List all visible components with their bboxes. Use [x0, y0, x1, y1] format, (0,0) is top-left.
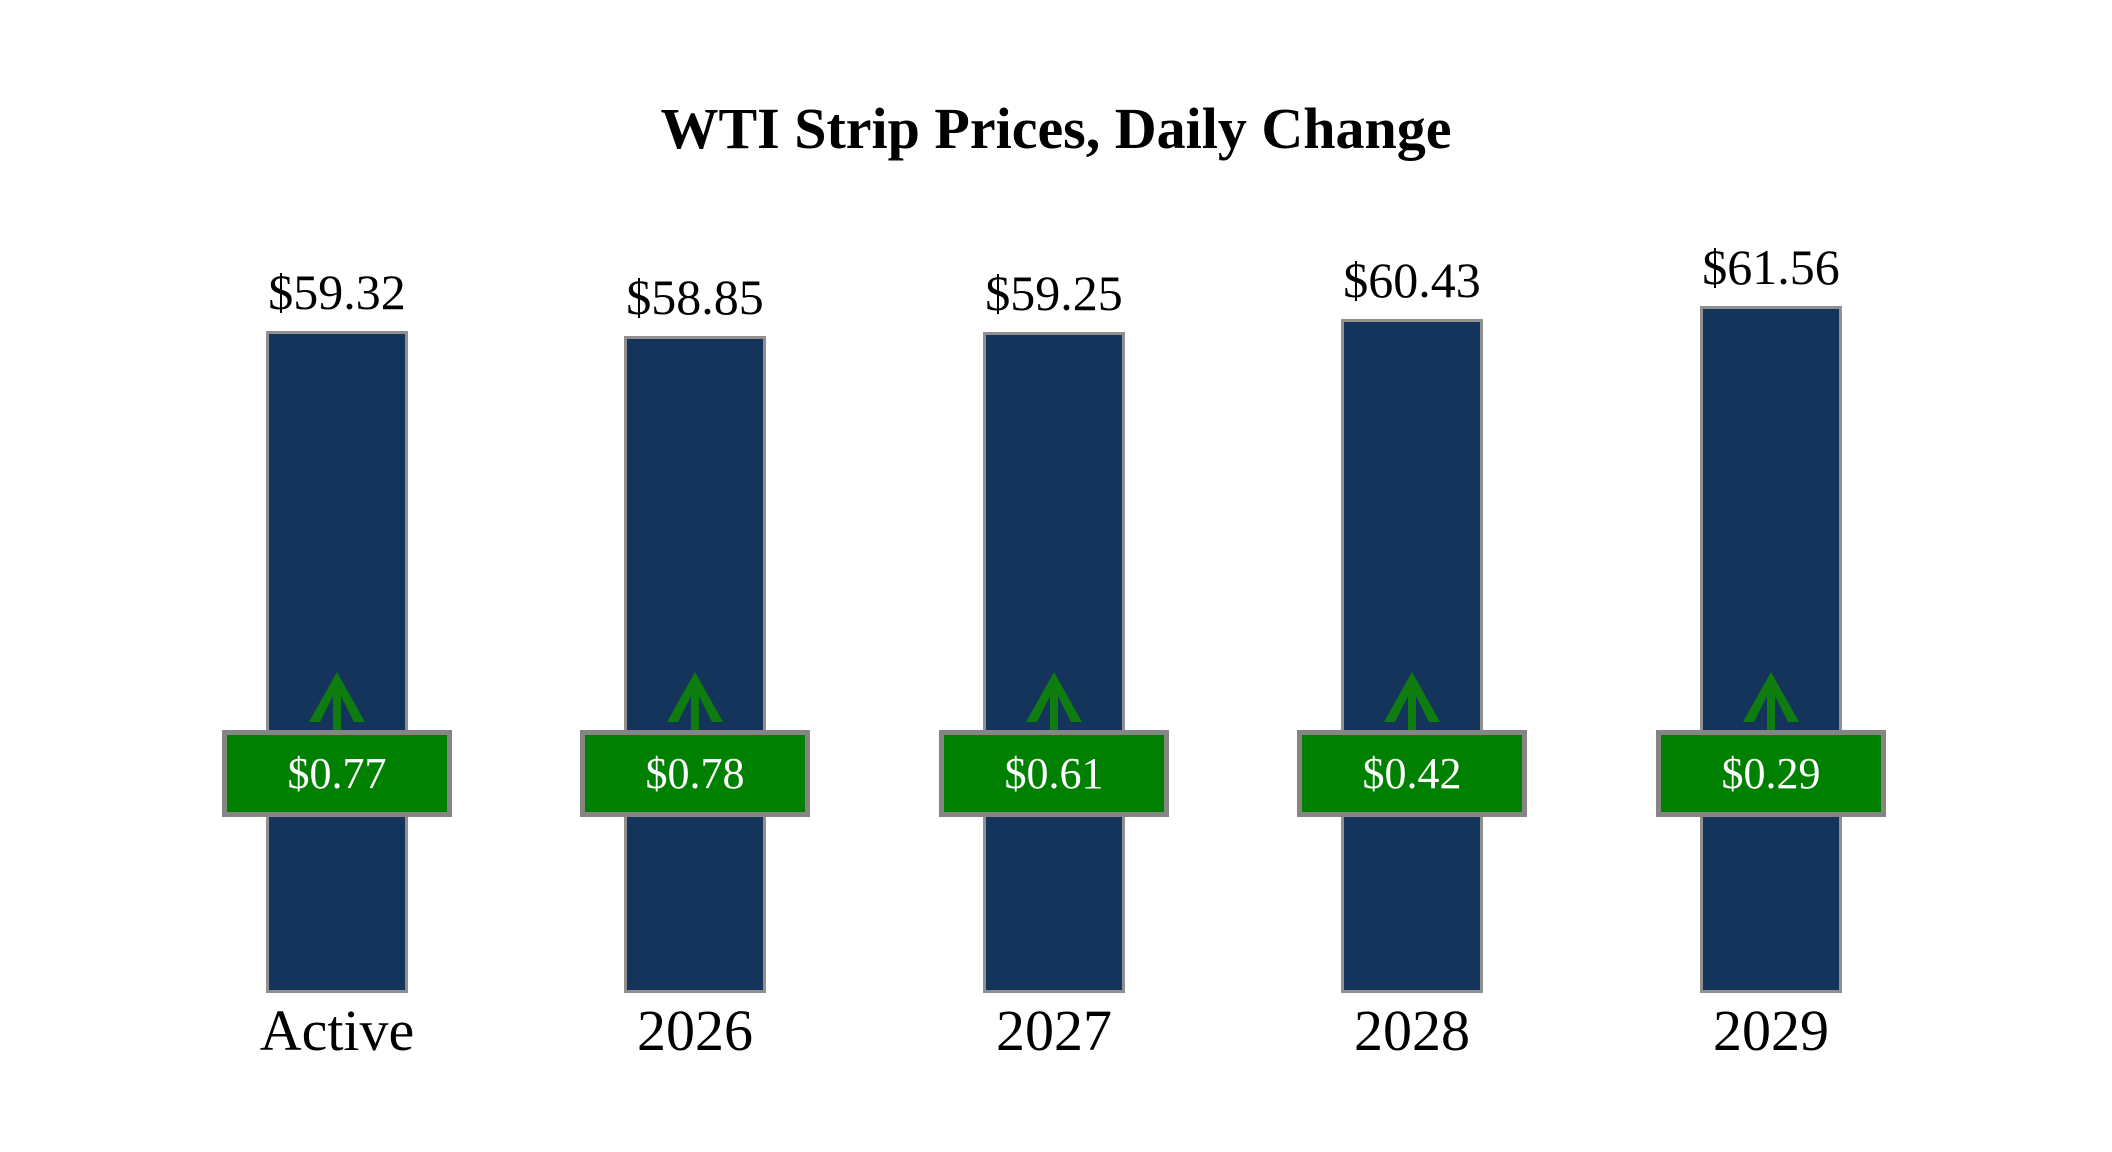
daily-change-badge: $0.77: [222, 730, 452, 817]
category-label: 2029: [1713, 998, 1829, 1063]
price-bar: [624, 336, 766, 993]
category-label: 2026: [637, 998, 753, 1063]
price-label: $60.43: [1343, 252, 1481, 308]
bar-column-2029: $61.56 $0.29 2029: [1592, 0, 1950, 1152]
price-label: $58.85: [626, 269, 764, 325]
daily-change-value: $0.42: [1362, 749, 1462, 798]
price-bar: [983, 332, 1125, 993]
up-arrow-icon: [667, 672, 723, 732]
up-arrow-icon: [1384, 672, 1440, 732]
daily-change-value: $0.77: [287, 749, 387, 798]
bar-column-2026: $58.85 $0.78 2026: [516, 0, 874, 1152]
bar-column-active: $59.32 $0.77 Active: [158, 0, 516, 1152]
bar-column-2028: $60.43 $0.42 2028: [1233, 0, 1591, 1152]
up-arrow-icon: [1743, 672, 1799, 732]
daily-change-value: $0.29: [1721, 749, 1821, 798]
daily-change-badge: $0.61: [939, 730, 1169, 817]
price-label: $61.56: [1702, 239, 1840, 295]
price-label: $59.32: [268, 264, 406, 320]
bar-column-2027: $59.25 $0.61 2027: [875, 0, 1233, 1152]
daily-change-badge: $0.42: [1297, 730, 1527, 817]
up-arrow-icon: [309, 672, 365, 732]
daily-change-value: $0.61: [1004, 749, 1104, 798]
price-label: $59.25: [985, 265, 1123, 321]
daily-change-badge: $0.78: [580, 730, 810, 817]
price-bar: [1341, 319, 1483, 993]
daily-change-value: $0.78: [645, 749, 745, 798]
price-bar: [266, 331, 408, 993]
category-label: Active: [259, 998, 415, 1063]
up-arrow-icon: [1026, 672, 1082, 732]
category-label: 2027: [996, 998, 1112, 1063]
chart-title: WTI Strip Prices, Daily Change: [660, 96, 1452, 161]
daily-change-badge: $0.29: [1656, 730, 1886, 817]
price-bar: [1700, 306, 1842, 993]
category-label: 2028: [1354, 998, 1470, 1063]
